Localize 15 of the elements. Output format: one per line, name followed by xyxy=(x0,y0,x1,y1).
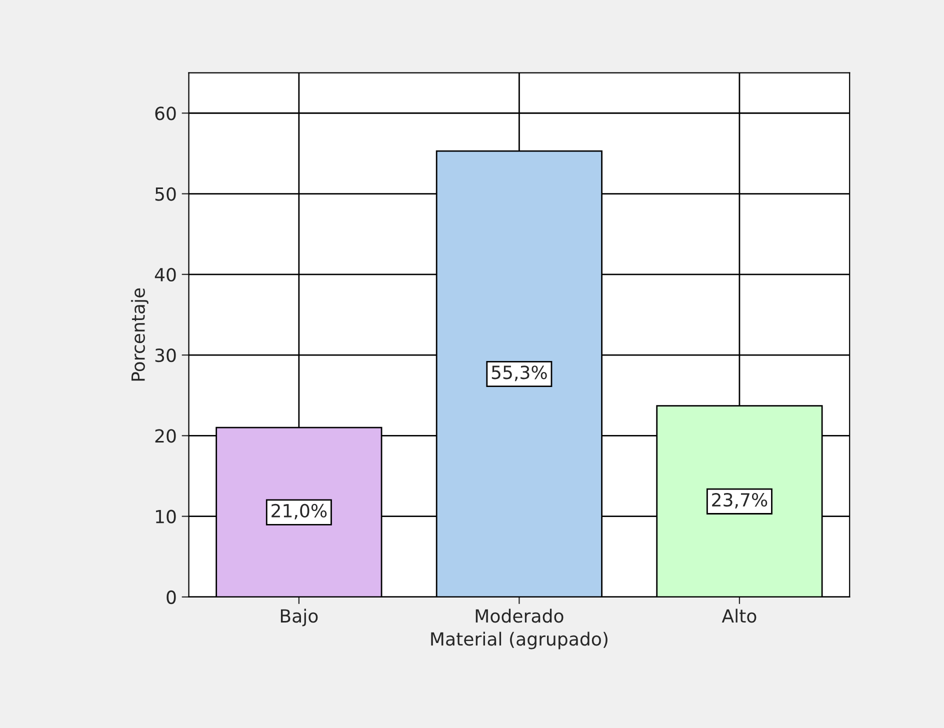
y-tick-label: 60 xyxy=(155,106,176,120)
y-tick-label: 50 xyxy=(155,187,176,201)
y-tick-label: 40 xyxy=(154,268,176,282)
x-tick-label: Alto xyxy=(722,608,756,623)
x-tick-label: Bajo xyxy=(280,608,318,626)
y-tick-label: 0 xyxy=(166,590,176,604)
data-label: 23,7% xyxy=(712,492,768,508)
y-axis-title: Porcentaje xyxy=(130,288,148,381)
data-label: 55,3% xyxy=(492,366,547,382)
x-tick-label: Moderado xyxy=(476,608,564,623)
y-tick-label: 20 xyxy=(155,429,176,443)
data-label: 21,0% xyxy=(272,504,327,520)
y-tick-label: 10 xyxy=(156,510,176,524)
y-tick-label: 30 xyxy=(155,348,176,362)
x-axis-title: Material (agrupado) xyxy=(431,632,608,650)
